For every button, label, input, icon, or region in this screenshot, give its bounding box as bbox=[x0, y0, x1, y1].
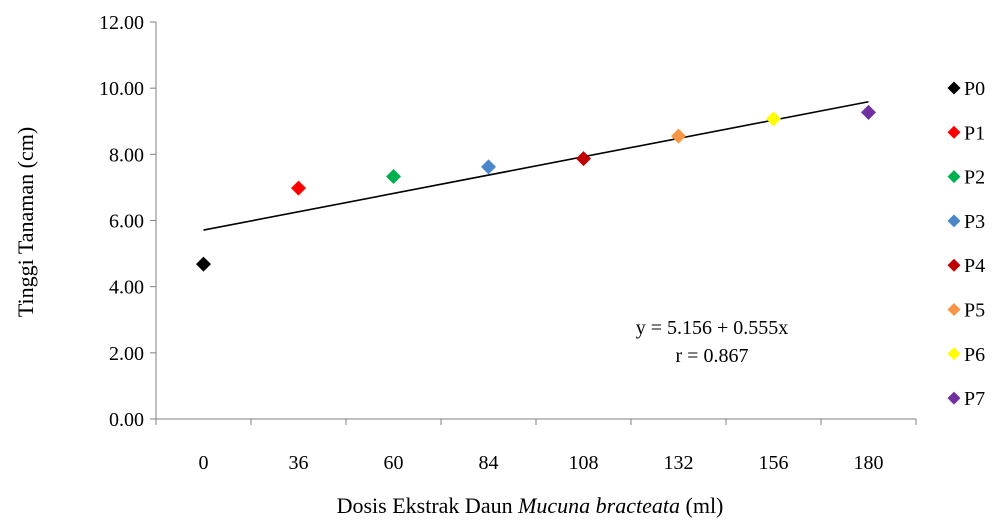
x-axis-title-prefix: Dosis Ekstrak Daun bbox=[336, 493, 519, 518]
y-tick-label: 10.00 bbox=[99, 78, 144, 100]
y-tick-label: 0.00 bbox=[109, 409, 144, 431]
legend-marker bbox=[947, 125, 961, 139]
legend-label: P2 bbox=[964, 167, 985, 189]
x-tick-label: 156 bbox=[759, 452, 789, 474]
x-tick-label: 36 bbox=[289, 452, 309, 474]
legend-label: P1 bbox=[964, 122, 985, 144]
legend: P0 P1 P2 P3 P4 P5 P6 P7 bbox=[947, 78, 985, 410]
y-tick-label: 6.00 bbox=[109, 211, 144, 233]
x-axis-title-suffix: (ml) bbox=[680, 493, 724, 518]
legend-label: P0 bbox=[964, 78, 985, 100]
data-point-p7 bbox=[861, 104, 876, 120]
x-axis-title-species: Mucuna bracteata bbox=[518, 493, 680, 518]
legend-marker bbox=[947, 347, 961, 361]
y-tick-label: 2.00 bbox=[109, 343, 144, 365]
x-tick-label: 132 bbox=[664, 452, 694, 474]
legend-label: P5 bbox=[964, 300, 985, 322]
data-point-p4 bbox=[576, 151, 591, 167]
legend-marker bbox=[947, 303, 961, 316]
y-tick-label: 12.00 bbox=[99, 12, 144, 34]
x-tick-label: 0 bbox=[199, 452, 209, 474]
y-tick-label: 4.00 bbox=[109, 277, 144, 299]
legend-marker bbox=[947, 81, 961, 95]
legend-marker bbox=[947, 391, 961, 405]
x-tick-label: 180 bbox=[854, 452, 884, 474]
data-point-p1 bbox=[291, 180, 306, 196]
trendline bbox=[203, 100, 869, 231]
data-point-p0 bbox=[196, 256, 211, 272]
x-tick-label: 108 bbox=[569, 452, 599, 474]
x-axis-ticks: 0 36 60 84 108 132 156 180 bbox=[155, 419, 917, 474]
y-axis-ticks: 0.00 2.00 4.00 6.00 8.00 10.00 12.00 bbox=[99, 12, 156, 431]
data-point-p2 bbox=[386, 168, 401, 184]
data-point-p5 bbox=[671, 128, 686, 144]
legend-label: P7 bbox=[964, 388, 985, 410]
legend-label: P4 bbox=[964, 255, 985, 277]
legend-marker bbox=[947, 258, 961, 272]
y-axis-title: Tinggi Tanaman (cm) bbox=[13, 127, 38, 317]
trendline-equation: y = 5.156 + 0.555x bbox=[636, 317, 789, 339]
data-point-p3 bbox=[481, 159, 496, 175]
y-tick-label: 8.00 bbox=[109, 144, 144, 166]
x-axis-title: Dosis Ekstrak Daun Mucuna bracteata (ml) bbox=[0, 493, 998, 519]
correlation-label: r = 0.867 bbox=[676, 345, 749, 367]
legend-label: P3 bbox=[964, 211, 985, 233]
legend-marker bbox=[947, 170, 961, 184]
legend-label: P6 bbox=[964, 344, 985, 366]
data-point-p6 bbox=[766, 111, 781, 127]
x-tick-label: 60 bbox=[384, 452, 404, 474]
data-points bbox=[196, 104, 876, 272]
x-tick-label: 84 bbox=[479, 452, 499, 474]
legend-marker bbox=[947, 214, 961, 228]
